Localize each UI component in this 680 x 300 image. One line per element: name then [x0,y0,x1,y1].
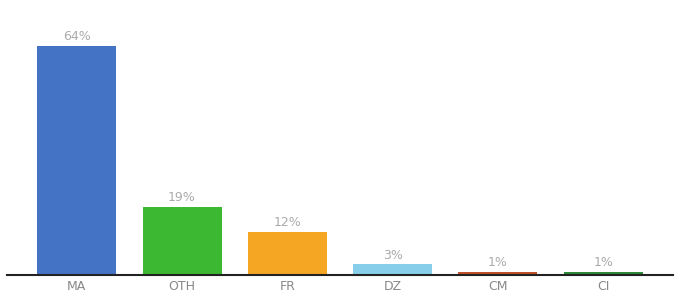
Text: 1%: 1% [594,256,613,269]
Bar [37,46,116,275]
Text: 3%: 3% [383,249,403,262]
Text: 1%: 1% [488,256,508,269]
Bar [353,265,432,275]
Text: 12%: 12% [273,216,301,230]
Text: 64%: 64% [63,30,90,44]
Text: 19%: 19% [168,191,196,204]
Bar [458,272,537,275]
Bar [143,207,222,275]
Bar [248,232,327,275]
Bar [564,272,643,275]
